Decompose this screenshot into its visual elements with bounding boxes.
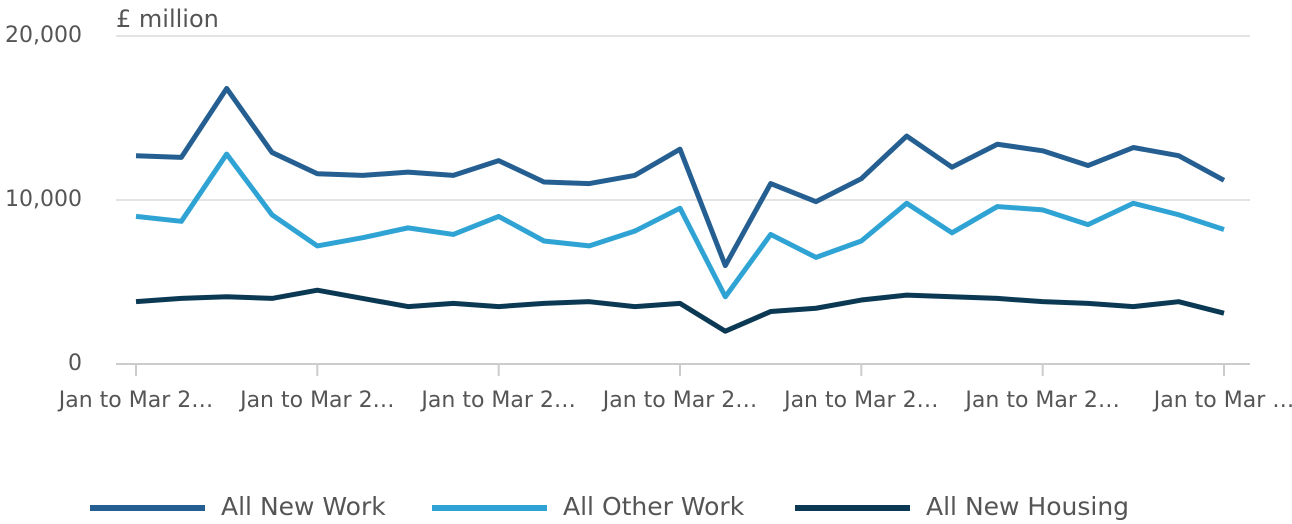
y-tick-label: 10,000 bbox=[5, 187, 82, 212]
y-axis-label: £ million bbox=[116, 5, 219, 33]
x-tick-label: Jan to Mar 2… bbox=[601, 388, 757, 413]
x-tick-label: Jan to Mar 2… bbox=[238, 388, 394, 413]
y-tick-label: 0 bbox=[68, 351, 82, 376]
line-series bbox=[135, 85, 1226, 269]
legend-label: All New Work bbox=[221, 492, 386, 521]
legend-label: All Other Work bbox=[563, 492, 745, 521]
x-tick-label: Jan to Mar 2… bbox=[419, 388, 575, 413]
legend-label: All New Housing bbox=[926, 492, 1129, 521]
line-series bbox=[135, 287, 1225, 334]
y-tick-label: 20,000 bbox=[5, 23, 82, 48]
x-tick-label: Jan to Mar 2… bbox=[782, 388, 938, 413]
x-tick-label: Jan to Mar … bbox=[1152, 388, 1292, 413]
x-tick-label: Jan to Mar 2… bbox=[57, 388, 213, 413]
line-series bbox=[135, 151, 1225, 300]
x-tick-label: Jan to Mar 2… bbox=[963, 388, 1119, 413]
